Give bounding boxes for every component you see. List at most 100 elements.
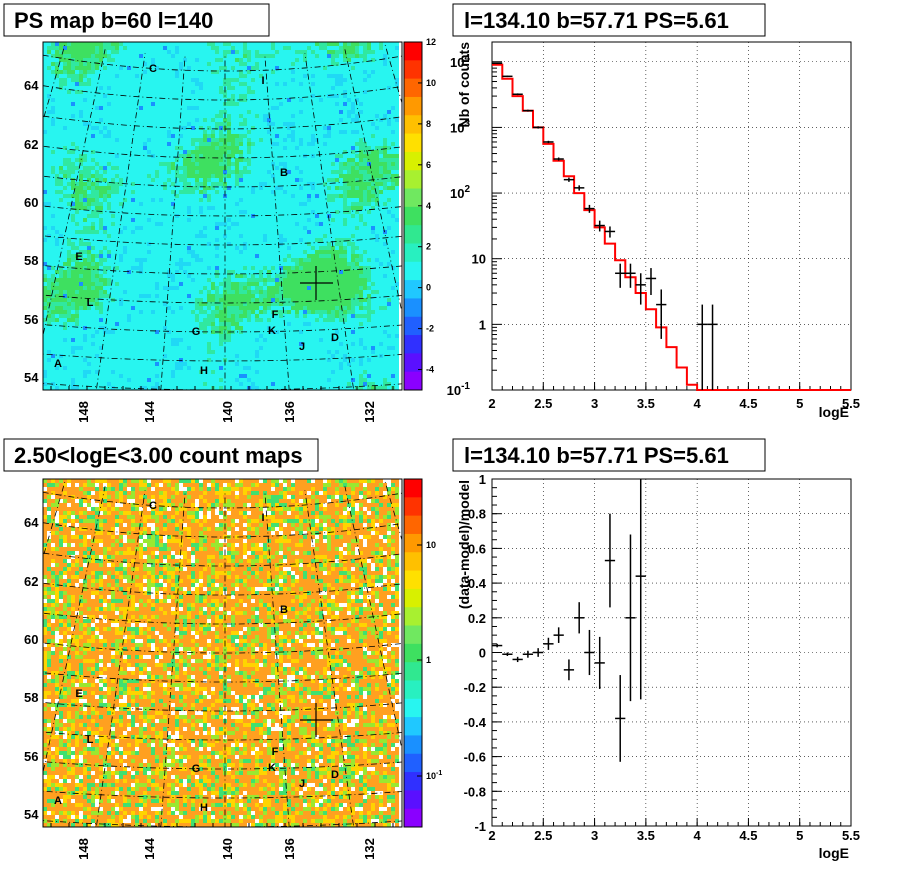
ps-map-pixel: [391, 214, 395, 218]
ps-map-pixel: [347, 186, 351, 190]
ps-map-pixel: [167, 42, 171, 46]
ps-map-pixel: [235, 82, 239, 86]
ps-map-pixel: [55, 190, 59, 194]
ps-map-pixel: [163, 182, 167, 186]
ps-map-pixel: [235, 94, 239, 98]
ps-map-pixel: [255, 106, 259, 110]
ps-map-pixel: [43, 254, 47, 258]
ps-map-pixel: [287, 70, 291, 74]
ps-map-pixel: [67, 134, 71, 138]
ps-map-pixel: [287, 190, 291, 194]
ps-map-pixel: [375, 98, 379, 102]
ps-map-pixel: [103, 234, 107, 238]
ps-map-pixel: [59, 166, 63, 170]
ps-map-pixel: [163, 222, 167, 226]
ps-map-pixel: [163, 102, 167, 106]
ps-map-pixel: [55, 214, 59, 218]
ps-map-pixel: [231, 94, 235, 98]
ps-map-pixel: [343, 90, 347, 94]
ps-map-pixel: [283, 50, 287, 54]
ps-map-pixel: [255, 114, 259, 118]
ps-map-pixel: [299, 86, 303, 90]
ps-map-pixel: [155, 190, 159, 194]
ps-map-pixel: [43, 70, 47, 74]
ps-map-pixel: [63, 254, 67, 258]
ps-map-pixel: [163, 210, 167, 214]
ps-map-pixel: [327, 170, 331, 174]
ps-map-pixel: [55, 46, 59, 50]
ps-map-pixel: [199, 146, 203, 150]
ps-map-pixel: [231, 226, 235, 230]
ps-map-pixel: [163, 110, 167, 114]
ps-map-pixel: [327, 186, 331, 190]
ps-map-pixel: [55, 242, 59, 246]
ps-map-pixel: [91, 170, 95, 174]
ps-map-pixel: [119, 226, 123, 230]
ps-map-pixel: [243, 106, 247, 110]
ps-map-pixel: [231, 110, 235, 114]
ps-map-pixel: [147, 130, 151, 134]
ps-map-pixel: [47, 166, 51, 170]
ps-map-pixel: [51, 142, 55, 146]
ps-map-pixel: [291, 46, 295, 50]
ps-map-pixel: [79, 66, 83, 70]
ps-map-pixel: [303, 238, 307, 242]
ps-map-pixel: [155, 102, 159, 106]
ps-map-pixel: [143, 258, 147, 262]
ps-map-pixel: [47, 74, 51, 78]
ps-map-pixel: [103, 162, 107, 166]
ps-map-pixel: [283, 194, 287, 198]
ps-map-pixel: [207, 94, 211, 98]
ps-map-pixel: [315, 46, 319, 50]
ps-map-pixel: [351, 114, 355, 118]
ps-map-pixel: [115, 62, 119, 66]
ps-map-pixel: [147, 230, 151, 234]
ps-map-pixel: [75, 262, 79, 266]
ps-map-pixel: [203, 134, 207, 138]
ps-map-pixel: [367, 238, 371, 242]
ps-map-pixel: [63, 114, 67, 118]
ps-map-pixel: [295, 170, 299, 174]
ps-map-pixel: [107, 190, 111, 194]
ps-map-pixel: [119, 114, 123, 118]
ps-map-pixel: [231, 78, 235, 82]
ps-map-pixel: [171, 110, 175, 114]
ps-map-pixel: [63, 42, 67, 46]
ps-map-pixel: [119, 46, 123, 50]
ps-map-pixel: [335, 250, 339, 254]
ps-map-pixel: [247, 222, 251, 226]
ps-map-pixel: [147, 202, 151, 206]
ps-map-pixel: [339, 218, 343, 222]
ps-map-pixel: [395, 138, 399, 142]
ps-map-pixel: [227, 238, 231, 242]
ps-map-pixel: [379, 234, 383, 238]
ps-map-pixel: [307, 130, 311, 134]
ps-map-pixel: [279, 250, 283, 254]
ps-map-pixel: [283, 218, 287, 222]
ps-map-pixel: [155, 214, 159, 218]
ps-map-pixel: [155, 202, 159, 206]
ps-map-pixel: [331, 118, 335, 122]
ps-map-pixel: [391, 230, 395, 234]
ps-map-pixel: [43, 250, 47, 254]
ps-map-pixel: [103, 50, 107, 54]
ps-map-pixel: [315, 86, 319, 90]
ps-map-pixel: [199, 178, 203, 182]
ps-map-pixel: [287, 246, 291, 250]
ps-map-pixel: [99, 142, 103, 146]
ps-map-pixel: [375, 242, 379, 246]
ps-map-pixel: [231, 182, 235, 186]
ps-map-pixel: [355, 50, 359, 54]
ps-map-pixel: [111, 42, 115, 46]
ps-map-pixel: [67, 186, 71, 190]
ps-map-pixel: [359, 82, 363, 86]
ps-map-pixel: [391, 70, 395, 74]
ps-map-pixel: [211, 218, 215, 222]
ps-map-pixel: [303, 42, 307, 46]
ps-map-pixel: [95, 238, 99, 242]
ps-map-pixel: [79, 242, 83, 246]
ps-map-pixel: [159, 214, 163, 218]
ps-map-pixel: [299, 110, 303, 114]
ps-map-pixel: [183, 186, 187, 190]
ps-map-pixel: [163, 106, 167, 110]
